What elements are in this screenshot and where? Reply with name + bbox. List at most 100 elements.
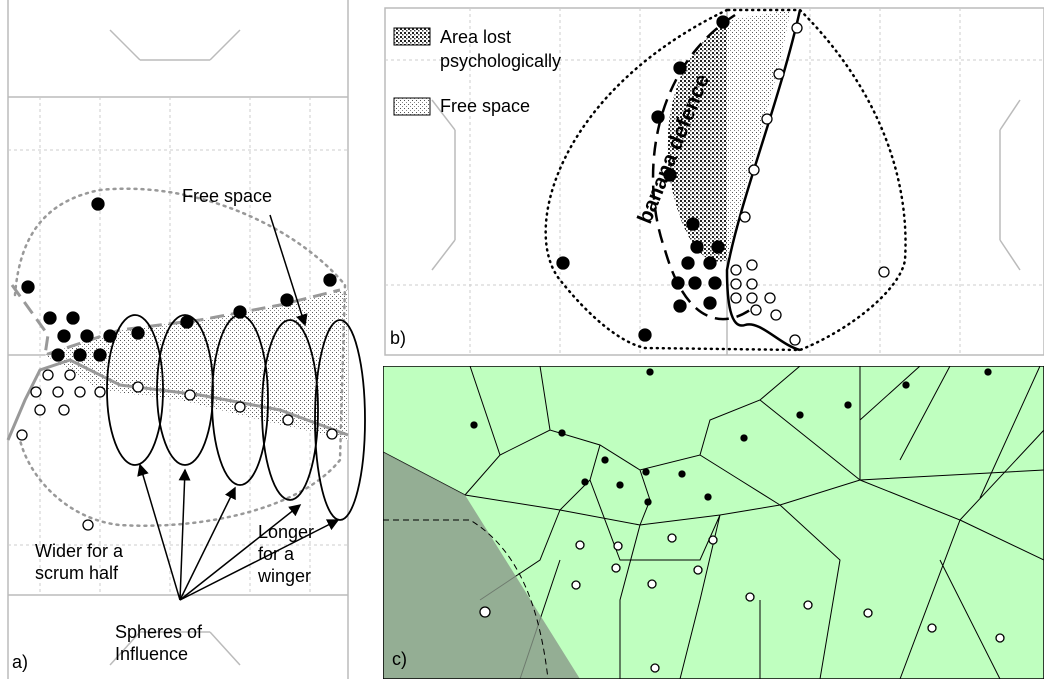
defender	[602, 457, 608, 463]
defender	[81, 330, 93, 342]
attacker	[731, 265, 741, 275]
defender	[617, 482, 623, 488]
attacker	[751, 305, 761, 315]
defender	[903, 382, 909, 388]
attacker	[65, 370, 75, 380]
defender	[647, 369, 653, 375]
attacker	[668, 534, 676, 542]
attacker	[43, 370, 53, 380]
defender	[104, 330, 116, 342]
attacker	[747, 279, 757, 289]
defender	[74, 349, 86, 361]
panel-label: b)	[390, 328, 406, 348]
legend-entry: Free space	[440, 96, 530, 116]
defender	[682, 257, 694, 269]
defender	[797, 412, 803, 418]
attacker	[480, 607, 490, 617]
attacker	[792, 23, 802, 33]
defender	[709, 277, 721, 289]
attacker	[612, 564, 620, 572]
attacker	[790, 335, 800, 345]
defender	[652, 111, 664, 123]
defender	[471, 422, 477, 428]
attacker	[747, 293, 757, 303]
attacker	[83, 520, 93, 530]
panel-label: a)	[12, 652, 28, 672]
defender	[674, 300, 686, 312]
defender	[985, 369, 991, 375]
attacker	[771, 310, 781, 320]
attacker	[576, 541, 584, 549]
attacker	[35, 405, 45, 415]
attacker	[864, 609, 872, 617]
defender	[281, 294, 293, 306]
attacker	[283, 415, 293, 425]
attacker	[59, 405, 69, 415]
attacker	[185, 390, 195, 400]
legend-swatch	[394, 98, 430, 115]
defender	[689, 277, 701, 289]
attacker	[928, 624, 936, 632]
defender	[559, 430, 565, 436]
defender	[639, 329, 651, 341]
defender	[132, 327, 144, 339]
defender	[67, 312, 79, 324]
legend-swatch	[394, 28, 430, 45]
defender	[92, 198, 104, 210]
attacker	[747, 260, 757, 270]
defender	[94, 349, 106, 361]
defender	[674, 62, 686, 74]
defender	[52, 349, 64, 361]
attacker	[651, 664, 659, 672]
defender	[234, 306, 246, 318]
defender	[672, 277, 684, 289]
attacker	[879, 267, 889, 277]
attacker	[694, 566, 702, 574]
defender	[44, 312, 56, 324]
panel-c: c)	[383, 366, 1044, 679]
defender	[664, 169, 676, 181]
attacker	[31, 387, 41, 397]
defender	[712, 241, 724, 253]
defender	[582, 479, 588, 485]
defender	[704, 257, 716, 269]
attacker	[572, 581, 580, 589]
attacker	[804, 601, 812, 609]
defender	[22, 281, 34, 293]
defender	[58, 330, 70, 342]
attacker	[746, 593, 754, 601]
annotation: Free space	[182, 186, 272, 206]
attacker	[731, 293, 741, 303]
defender	[324, 274, 336, 286]
attacker	[774, 69, 784, 79]
attacker	[614, 542, 622, 550]
defender	[845, 402, 851, 408]
attacker	[95, 387, 105, 397]
defender	[679, 471, 685, 477]
defender	[557, 257, 569, 269]
attacker	[17, 430, 27, 440]
attacker	[709, 536, 717, 544]
attacker	[731, 279, 741, 289]
attacker	[53, 387, 63, 397]
attacker	[235, 402, 245, 412]
defender	[691, 241, 703, 253]
defender	[704, 297, 716, 309]
figure: Free space Wider for ascrum half Longerf…	[0, 0, 1044, 679]
attacker	[749, 165, 759, 175]
attacker	[327, 429, 337, 439]
attacker	[75, 387, 85, 397]
defender	[181, 316, 193, 328]
defender	[705, 494, 711, 500]
defender	[643, 469, 649, 475]
attacker	[740, 212, 750, 222]
defender	[645, 499, 651, 505]
defender	[687, 218, 699, 230]
attacker	[648, 580, 656, 588]
defender	[741, 435, 747, 441]
attacker	[133, 382, 143, 392]
attacker	[762, 114, 772, 124]
attacker	[765, 293, 775, 303]
